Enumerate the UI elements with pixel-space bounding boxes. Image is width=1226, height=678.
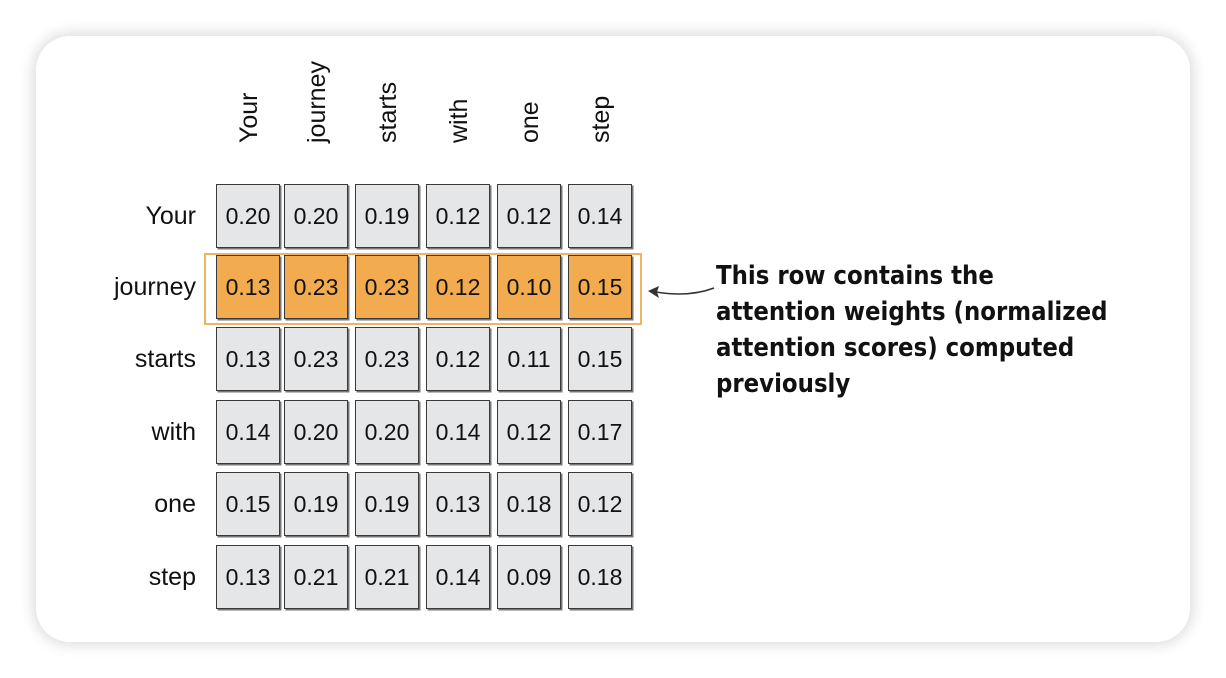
column-header-label: with: [445, 98, 473, 143]
matrix-cell: 0.13: [426, 472, 490, 536]
matrix-cell: 0.19: [284, 472, 348, 536]
matrix-cell: 0.23: [284, 255, 348, 319]
matrix-cell: 0.19: [355, 184, 419, 248]
column-header: journey: [284, 42, 350, 172]
column-header: starts: [355, 42, 421, 172]
matrix-cell: 0.09: [497, 545, 561, 609]
matrix-cell: 0.12: [426, 255, 490, 319]
row-label: journey: [114, 273, 196, 301]
row-label: starts: [134, 345, 196, 373]
matrix-cell: 0.20: [216, 184, 280, 248]
matrix-cell: 0.14: [216, 400, 280, 464]
matrix-cell: 0.20: [284, 400, 348, 464]
row-label: one: [154, 490, 196, 518]
matrix-cell: 0.14: [426, 400, 490, 464]
matrix-cell: 0.17: [568, 400, 632, 464]
row-label: with: [151, 418, 196, 446]
column-header: one: [497, 42, 563, 172]
row-label: Your: [145, 202, 196, 230]
callout-text: This row contains the attention weights …: [716, 261, 1108, 399]
column-header-label: one: [516, 101, 544, 143]
matrix-cell: 0.20: [284, 184, 348, 248]
callout-arrow-icon: [648, 286, 715, 298]
matrix-cell: 0.12: [426, 327, 490, 391]
matrix-cell: 0.11: [497, 327, 561, 391]
column-header-label: starts: [374, 81, 402, 143]
matrix-cell: 0.12: [426, 184, 490, 248]
matrix-cell: 0.14: [426, 545, 490, 609]
matrix-cell: 0.23: [355, 327, 419, 391]
matrix-cell: 0.12: [568, 472, 632, 536]
matrix-cell: 0.10: [497, 255, 561, 319]
column-header-label: journey: [303, 61, 331, 143]
matrix-cell: 0.12: [497, 184, 561, 248]
matrix-cell: 0.13: [216, 255, 280, 319]
matrix-cell: 0.14: [568, 184, 632, 248]
matrix-cell: 0.15: [568, 255, 632, 319]
column-header-label: step: [587, 95, 615, 143]
column-header-label: Your: [235, 92, 263, 143]
matrix-cell: 0.15: [568, 327, 632, 391]
matrix-cell: 0.13: [216, 545, 280, 609]
matrix-cell: 0.21: [284, 545, 348, 609]
matrix-cell: 0.19: [355, 472, 419, 536]
matrix-cell: 0.12: [497, 400, 561, 464]
matrix-cell: 0.23: [284, 327, 348, 391]
matrix-cell: 0.21: [355, 545, 419, 609]
matrix-cell: 0.23: [355, 255, 419, 319]
matrix-cell: 0.15: [216, 472, 280, 536]
highlighted-row-outline: [204, 253, 642, 325]
matrix-cell: 0.18: [568, 545, 632, 609]
column-header: step: [568, 42, 634, 172]
column-header: with: [426, 42, 492, 172]
matrix-cell: 0.18: [497, 472, 561, 536]
matrix-cell: 0.13: [216, 327, 280, 391]
column-header: Your: [216, 42, 282, 172]
matrix-cell: 0.20: [355, 400, 419, 464]
row-label: step: [148, 563, 196, 591]
